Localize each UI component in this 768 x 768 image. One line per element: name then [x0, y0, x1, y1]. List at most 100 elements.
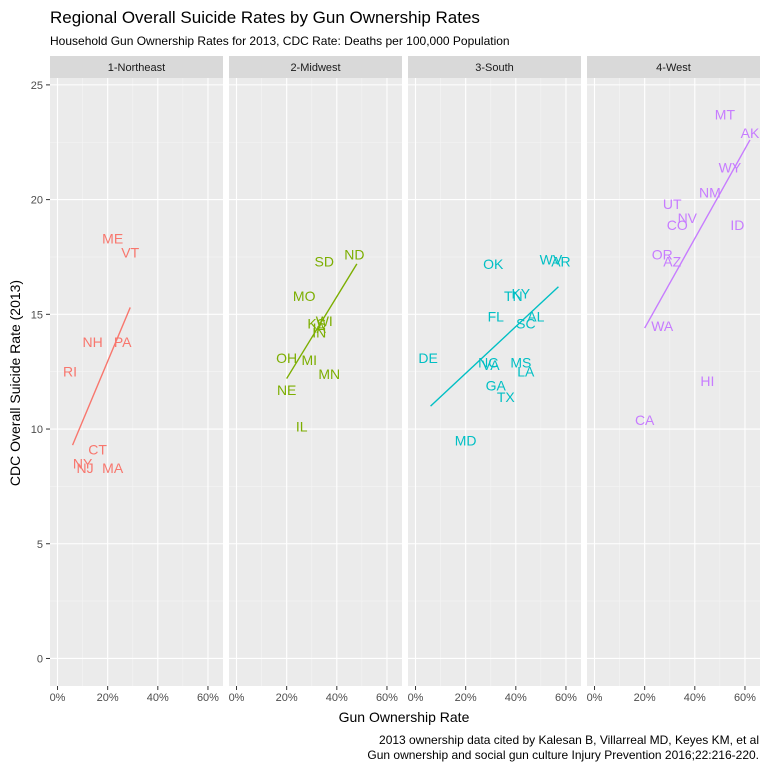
state-point-label: OR: [652, 247, 673, 263]
x-tick-label: 40%: [326, 692, 348, 704]
state-point-label: OK: [483, 256, 504, 272]
state-point-label: IN: [312, 325, 326, 341]
state-point-label: NE: [277, 382, 296, 398]
facet-plot-area: [50, 78, 223, 686]
state-point-label: AZ: [663, 254, 681, 270]
state-point-label: ID: [730, 217, 744, 233]
state-point-label: MA: [102, 460, 124, 476]
trend-line: [644, 139, 751, 329]
y-tick-label: 15: [31, 309, 43, 321]
y-axis-title: CDC Overall Suicide Rate (2013): [7, 280, 23, 486]
chart-title: Regional Overall Suicide Rates by Gun Ow…: [50, 8, 480, 27]
trend-line: [71, 307, 131, 446]
x-tick-label: 60%: [197, 692, 219, 704]
caption-line-1: 2013 ownership data cited by Kalesan B, …: [379, 733, 759, 747]
y-tick-label: 0: [37, 653, 43, 665]
facet-strip: [50, 56, 223, 78]
trend-line: [286, 263, 358, 379]
state-point-label: NJ: [77, 460, 94, 476]
x-tick-label: 0%: [229, 692, 245, 704]
state-point-label: SD: [315, 254, 334, 270]
facet-strip-label: 1-Northeast: [108, 62, 165, 74]
state-point-label: SC: [516, 315, 535, 331]
y-tick-label: 5: [37, 539, 43, 551]
state-point-label: TN: [504, 288, 523, 304]
facet-strip-label: 2-Midwest: [290, 62, 340, 74]
x-tick-label: 20%: [97, 692, 119, 704]
state-point-label: NH: [83, 334, 103, 350]
state-point-label: WA: [651, 318, 674, 334]
state-point-label: NM: [699, 185, 721, 201]
state-point-label: OH: [276, 350, 297, 366]
state-point-label: CA: [635, 412, 655, 428]
x-tick-label: 40%: [684, 692, 706, 704]
facet-plot-area: [408, 78, 581, 686]
state-point-label: WV: [540, 251, 563, 267]
state-point-label: WI: [316, 313, 333, 329]
trend-line: [430, 286, 559, 407]
x-axis-title: Gun Ownership Rate: [339, 709, 470, 725]
state-point-label: VA: [482, 357, 500, 373]
state-point-label: WY: [719, 159, 742, 175]
x-tick-label: 0%: [587, 692, 603, 704]
facet-plot-area: [587, 78, 760, 686]
facet-strip-label: 3-South: [475, 62, 514, 74]
x-tick-label: 40%: [147, 692, 169, 704]
x-tick-label: 0%: [50, 692, 66, 704]
y-tick-label: 10: [31, 424, 43, 436]
state-point-label: IL: [296, 419, 308, 435]
state-point-label: VT: [121, 244, 139, 260]
state-point-label: PA: [114, 334, 132, 350]
state-point-label: AK: [741, 125, 760, 141]
state-point-label: MT: [715, 107, 736, 123]
state-point-label: MD: [455, 433, 477, 449]
state-point-label: AL: [527, 309, 544, 325]
state-point-label: RI: [63, 364, 77, 380]
state-point-label: KY: [511, 286, 530, 302]
x-tick-label: 40%: [505, 692, 527, 704]
x-tick-label: 60%: [376, 692, 398, 704]
state-point-label: ME: [102, 231, 123, 247]
state-point-label: LA: [517, 364, 535, 380]
state-point-label: GA: [486, 377, 507, 393]
state-point-label: MI: [301, 352, 317, 368]
x-tick-label: 60%: [555, 692, 577, 704]
state-point-label: HI: [700, 373, 714, 389]
state-point-label: NV: [678, 210, 698, 226]
y-tick-label: 20: [31, 195, 43, 207]
state-point-label: CO: [667, 217, 688, 233]
state-point-label: FL: [488, 309, 505, 325]
state-point-label: IA: [313, 320, 327, 336]
caption-line-2: Gun ownership and social gun culture Inj…: [367, 748, 759, 762]
state-point-label: MS: [510, 354, 531, 370]
state-point-label: TX: [497, 389, 516, 405]
x-tick-label: 20%: [634, 692, 656, 704]
facet-plot-area: [229, 78, 402, 686]
x-tick-label: 20%: [276, 692, 298, 704]
x-tick-label: 0%: [408, 692, 424, 704]
facet-strip-label: 4-West: [656, 62, 691, 74]
facet-strip: [587, 56, 760, 78]
state-point-label: MN: [318, 366, 340, 382]
state-point-label: KS: [307, 315, 326, 331]
chart-subtitle: Household Gun Ownership Rates for 2013, …: [50, 34, 510, 48]
y-axis: 0 5 10 15 20 25: [31, 80, 50, 665]
state-point-label: AR: [551, 254, 570, 270]
state-point-label: NY: [73, 455, 93, 471]
state-point-label: UT: [663, 196, 682, 212]
state-point-label: DE: [418, 350, 437, 366]
facet-strip: [229, 56, 402, 78]
y-tick-label: 25: [31, 80, 43, 92]
state-point-label: CT: [88, 442, 107, 458]
facet-strip: [408, 56, 581, 78]
state-point-label: NC: [478, 354, 498, 370]
x-tick-label: 60%: [734, 692, 756, 704]
x-tick-label: 20%: [455, 692, 477, 704]
state-point-label: MO: [293, 288, 316, 304]
